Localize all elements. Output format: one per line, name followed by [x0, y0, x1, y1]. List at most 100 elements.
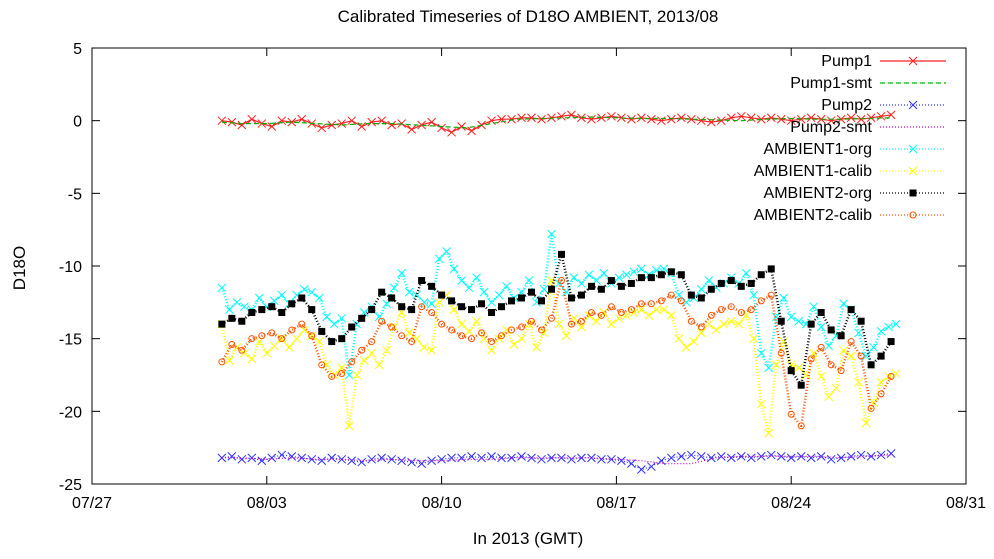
data-point-ambient2-calib: [677, 297, 685, 305]
data-point-ambient1-org: [464, 283, 474, 293]
data-point-ambient2-org: [468, 306, 476, 314]
data-point-pump1: [517, 113, 526, 123]
y-tick-label: -10: [59, 259, 82, 276]
data-point-ambient2-org: [637, 274, 645, 282]
data-point-pump2: [377, 453, 387, 463]
data-point-ambient1-org: [442, 247, 451, 256]
legend-label-pump2: Pump2: [821, 97, 872, 114]
series-ambient2-org: [218, 250, 895, 389]
data-point-ambient2-calib: [767, 291, 775, 299]
data-point-ambient2-org: [448, 297, 456, 305]
data-point-ambient2-calib: [687, 317, 695, 325]
data-point-ambient1-calib: [674, 334, 684, 344]
data-point-pump2: [297, 453, 307, 463]
data-point-ambient1-calib: [607, 319, 616, 329]
data-point-ambient1-calib: [876, 377, 886, 387]
legend-label-pump2-smt: Pump2-smt: [790, 119, 872, 136]
data-point-ambient1-org: [299, 284, 309, 294]
data-point-ambient1-org: [239, 302, 249, 312]
data-point-ambient1-org: [599, 268, 609, 278]
data-point-ambient1-org: [502, 281, 511, 291]
y-tick-label: -20: [59, 404, 82, 421]
data-point-ambient2-calib: [617, 309, 625, 317]
data-point-pump2: [537, 454, 546, 464]
data-point-pump1: [447, 127, 456, 137]
data-point-pump1: [706, 117, 716, 127]
data-point-ambient2-calib: [398, 332, 406, 340]
data-point-ambient2-calib: [717, 306, 725, 314]
data-point-pump2: [327, 453, 337, 463]
series-ambient1-calib: [217, 276, 901, 438]
data-point-ambient2-org: [527, 288, 535, 296]
data-point-pump2: [337, 454, 347, 464]
data-point-ambient2-org: [647, 274, 655, 282]
data-point-ambient2-org: [837, 332, 845, 340]
data-point-pump2: [666, 453, 676, 463]
data-point-ambient2-calib: [547, 314, 555, 322]
data-point-ambient2-org: [278, 309, 286, 317]
data-point-ambient1-calib: [457, 319, 466, 329]
data-point-ambient1-calib: [824, 392, 834, 402]
y-axis-label: D18O: [10, 246, 29, 290]
data-point-pump2: [736, 452, 746, 461]
data-point-ambient1-calib: [262, 348, 272, 358]
data-point-ambient1-org: [704, 276, 714, 285]
data-point-ambient2-calib: [408, 338, 416, 346]
series-line-pump2-smt: [221, 454, 892, 465]
data-point-pump2: [267, 453, 277, 463]
data-point-ambient1-calib: [592, 316, 601, 326]
data-point-ambient1-org: [404, 287, 414, 297]
data-point-ambient2-calib: [877, 390, 885, 398]
data-point-ambient2-org: [867, 361, 875, 369]
data-point-pump2: [387, 454, 397, 464]
data-point-ambient2-org: [238, 317, 246, 325]
data-point-ambient1-org: [479, 287, 489, 297]
data-point-ambient2-calib: [468, 335, 476, 343]
data-point-ambient1-calib: [891, 369, 901, 378]
data-point-ambient1-org: [884, 322, 893, 332]
data-point-ambient1-calib: [517, 334, 526, 344]
data-point-pump2: [497, 453, 506, 463]
data-point-pump2: [676, 452, 686, 461]
data-point-ambient2-calib: [787, 410, 795, 418]
data-point-ambient1-calib: [741, 311, 751, 320]
data-point-ambient2-calib: [368, 338, 376, 346]
legend-entry-ambient1-calib: AMBIENT1-calib: [754, 163, 946, 180]
data-point-pump2: [427, 456, 436, 466]
legend-label-ambient2-calib: AMBIENT2-calib: [754, 207, 872, 224]
data-point-ambient2-org: [348, 323, 356, 331]
data-point-pump2: [397, 456, 406, 466]
data-point-pump2: [637, 465, 646, 474]
data-point-ambient1-org: [224, 305, 234, 314]
data-point-ambient2-org: [717, 279, 725, 287]
legend: Pump1 Pump1-smt Pump2 Pump2-smt AMBIENT1-org…: [754, 53, 946, 224]
data-point-ambient1-calib: [352, 370, 362, 380]
data-point-ambient2-org: [378, 288, 386, 296]
legend-entry-pump2: Pump2: [821, 97, 946, 114]
data-point-pump1: [637, 113, 646, 123]
data-point-pump2: [776, 452, 786, 461]
data-point-ambient1-org: [622, 270, 631, 280]
data-point-ambient1-calib: [232, 343, 242, 352]
legend-entry-ambient2-calib: AMBIENT2-calib: [754, 207, 946, 224]
data-point-pump2: [856, 450, 866, 460]
legend-entry-ambient2-org: AMBIENT2-org: [764, 185, 946, 202]
data-point-ambient1-org: [434, 254, 444, 264]
data-point-ambient2-org: [398, 303, 406, 311]
data-point-ambient2-org: [408, 306, 416, 314]
data-point-pump1: [806, 113, 816, 123]
x-tick-label: 08/24: [771, 495, 811, 512]
data-point-ambient1-org: [756, 348, 766, 358]
data-point-ambient2-calib: [777, 349, 785, 357]
data-point-ambient2-org: [667, 268, 675, 276]
data-point-pump1: [557, 111, 566, 121]
data-point-pump1: [537, 114, 546, 124]
data-point-ambient2-calib: [348, 358, 356, 366]
data-point-ambient1-calib: [831, 383, 841, 393]
x-tick-label: 08/31: [946, 495, 986, 512]
data-point-ambient2-calib: [797, 422, 805, 430]
data-point-ambient1-calib: [652, 305, 661, 314]
data-point-pump2: [686, 450, 696, 460]
data-point-pump1: [437, 123, 446, 133]
data-point-ambient1-org: [876, 327, 886, 336]
